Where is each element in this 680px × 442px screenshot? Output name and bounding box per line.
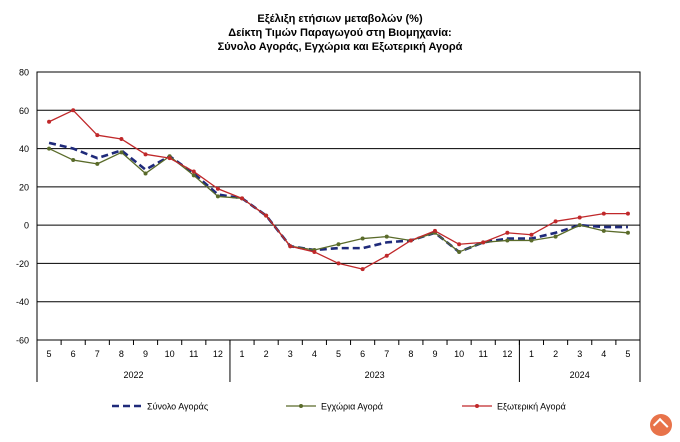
x-tick-label: 3 — [577, 349, 582, 359]
chart-title: Εξέλιξη ετήσιων μεταβολών (%) — [257, 13, 423, 25]
y-tick-label: 80 — [19, 68, 29, 78]
chart-subtitle-1: Δείκτη Τιμών Παραγωγού στη Βιομηχανία: — [228, 27, 452, 39]
data-point — [505, 230, 510, 235]
y-tick-label: -40 — [16, 297, 29, 307]
data-point — [143, 152, 148, 157]
y-tick-label: 0 — [24, 221, 29, 231]
data-point — [47, 146, 52, 151]
data-point — [336, 242, 341, 247]
data-point — [529, 232, 534, 237]
data-point — [240, 196, 245, 201]
x-tick-label: 4 — [312, 349, 317, 359]
x-tick-label: 5 — [625, 349, 630, 359]
x-tick-label: 1 — [529, 349, 534, 359]
data-point — [601, 211, 606, 216]
x-tick-label: 2 — [264, 349, 269, 359]
data-point — [625, 211, 630, 216]
data-point — [191, 169, 196, 174]
data-point — [167, 156, 172, 161]
x-tick-label: 6 — [360, 349, 365, 359]
data-point — [71, 158, 76, 163]
x-tick-label: 10 — [165, 349, 175, 359]
data-point — [577, 215, 582, 220]
x-tick-label: 11 — [189, 349, 198, 359]
year-label: 2024 — [570, 370, 590, 380]
legend-label: Εγχώρια Αγορά — [321, 402, 383, 412]
x-tick-label: 3 — [288, 349, 293, 359]
data-point — [457, 242, 462, 247]
x-tick-label: 5 — [336, 349, 341, 359]
series-line-1 — [48, 141, 628, 254]
data-point — [384, 253, 389, 258]
data-point — [119, 137, 124, 141]
y-tick-label: -20 — [16, 259, 29, 269]
x-tick-label: 9 — [143, 349, 148, 359]
y-tick-label: 40 — [19, 144, 29, 154]
data-point — [432, 228, 437, 233]
data-point — [481, 240, 486, 245]
data-point — [457, 249, 462, 254]
x-tick-label: 2 — [553, 349, 558, 359]
legend-label: Σύνολο Αγοράς — [147, 402, 209, 412]
y-tick-label: 20 — [19, 182, 29, 192]
year-label: 2023 — [365, 370, 385, 380]
data-point — [529, 238, 534, 243]
x-tick-label: 1 — [240, 349, 245, 359]
data-point — [95, 133, 100, 138]
x-tick-label: 11 — [479, 349, 488, 359]
legend-marker — [475, 404, 479, 408]
data-point — [384, 234, 389, 239]
data-point — [215, 186, 220, 191]
year-label: 2022 — [123, 370, 143, 380]
x-tick-label: 5 — [47, 349, 52, 359]
x-tick-label: 12 — [213, 349, 223, 359]
x-tick-label: 8 — [119, 349, 124, 359]
data-point — [312, 249, 317, 254]
data-point — [577, 223, 582, 228]
data-point — [408, 238, 413, 243]
legend-label: Εξωτερική Αγορά — [497, 402, 566, 412]
data-point — [601, 228, 606, 233]
data-point — [360, 267, 365, 272]
x-tick-label: 10 — [454, 349, 464, 359]
x-tick-label: 12 — [502, 349, 512, 359]
plot-frame — [36, 71, 641, 341]
data-point — [625, 230, 630, 235]
data-point — [336, 261, 341, 266]
data-point — [288, 244, 293, 249]
x-tick-label: 4 — [601, 349, 606, 359]
data-point — [360, 236, 365, 241]
data-point — [553, 234, 558, 239]
data-point — [215, 194, 220, 199]
chart-subtitle-2: Σύνολο Αγοράς, Εγχώρια και Εξωτερική Αγο… — [217, 41, 463, 53]
logo-icon — [650, 414, 672, 436]
x-tick-label: 6 — [71, 349, 76, 359]
data-point — [47, 119, 52, 124]
data-point — [119, 150, 124, 155]
x-tick-label: 7 — [95, 349, 100, 359]
y-tick-label: -60 — [16, 336, 29, 346]
x-tick-label: 7 — [384, 349, 389, 359]
legend-marker — [299, 404, 303, 408]
data-point — [95, 161, 100, 166]
data-point — [71, 108, 76, 113]
y-tick-label: 60 — [19, 106, 29, 116]
x-tick-label: 9 — [432, 349, 437, 359]
data-point — [143, 171, 148, 176]
x-tick-label: 8 — [408, 349, 413, 359]
data-point — [553, 219, 558, 224]
data-point — [191, 173, 196, 178]
data-point — [264, 213, 269, 218]
data-point — [505, 238, 510, 243]
